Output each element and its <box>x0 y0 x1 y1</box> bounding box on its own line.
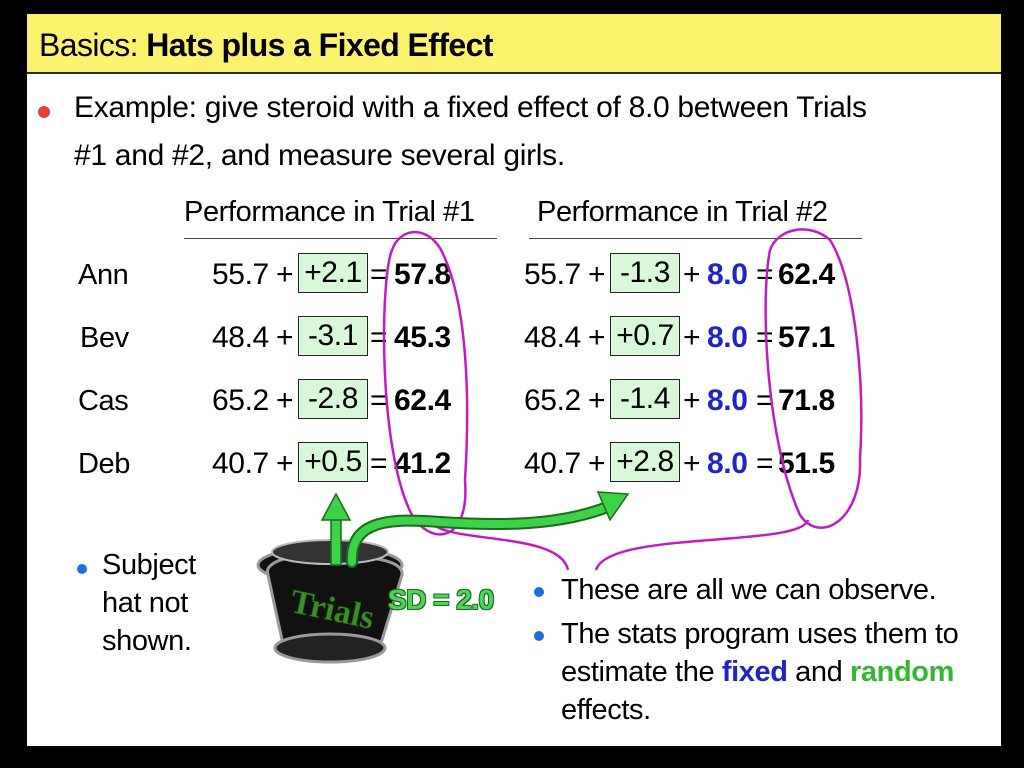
trial-2-result: 57.1 <box>778 321 835 354</box>
trial-1-random-effect: +2.1 <box>298 253 368 293</box>
title-bold: Hats plus a Fixed Effect <box>146 27 493 63</box>
plus-sign: + <box>276 447 294 480</box>
equals-sign: = <box>756 321 774 354</box>
plus-sign: + <box>276 321 294 354</box>
slide-background <box>27 14 1001 746</box>
plus-sign: + <box>588 321 606 354</box>
trial-2-result: 71.8 <box>778 384 835 417</box>
right-note-2-line-1: The stats program uses them to <box>561 618 959 650</box>
trial-2-base-value: 55.7 <box>524 258 581 291</box>
row-name: Ann <box>78 259 129 291</box>
plus-sign: + <box>683 447 701 480</box>
trial-2-base-value: 48.4 <box>524 321 581 354</box>
up-arrow-icon <box>320 492 352 566</box>
trial-1-base-value: 55.7 <box>212 258 269 291</box>
plus-sign: + <box>588 384 606 417</box>
plus-sign: + <box>588 258 606 291</box>
blue-bullet-dot-icon <box>77 564 87 574</box>
trial-2-random-effect: -1.3 <box>610 253 680 293</box>
plus-sign: + <box>276 258 294 291</box>
plus-sign: + <box>276 384 294 417</box>
curved-arrow-icon <box>345 491 630 568</box>
plus-sign: + <box>683 258 701 291</box>
trial-1-random-effect: -3.1 <box>298 316 368 356</box>
left-note-line-2: hat not <box>102 587 188 619</box>
right-note-2-line-2: estimate the fixed and random <box>561 653 954 691</box>
trial-2-underline <box>529 238 862 239</box>
fixed-effect-value: 8.0 <box>707 447 748 480</box>
right-note-1: These are all we can observe. <box>561 574 937 606</box>
blue-bullet-dot-icon <box>534 631 544 641</box>
note-random-word: random <box>850 656 954 688</box>
row-name: Bev <box>80 322 129 354</box>
trial-1-base-value: 65.2 <box>212 384 269 417</box>
plus-sign: + <box>683 384 701 417</box>
trial-1-underline <box>184 238 497 239</box>
intro-line-1: Example: give steroid with a fixed effec… <box>74 91 867 124</box>
equals-sign: = <box>756 258 774 291</box>
trial-2-result: 62.4 <box>778 258 835 291</box>
left-note-line-3: shown. <box>102 625 192 657</box>
fixed-effect-value: 8.0 <box>707 321 748 354</box>
row-name: Deb <box>78 448 130 480</box>
plus-sign: + <box>683 321 701 354</box>
equals-sign: = <box>756 447 774 480</box>
slide-title: Basics: Hats plus a Fixed Effect <box>39 27 493 63</box>
trial-1-result: 57.8 <box>394 258 451 291</box>
trial-1-random-effect: -2.8 <box>298 379 368 419</box>
trial-2-results-ellipse <box>764 228 863 529</box>
trial-1-result: 62.4 <box>394 384 451 417</box>
trial-1-random-effect: +0.5 <box>298 442 368 482</box>
equals-sign: = <box>370 384 388 417</box>
trial-1-result: 45.3 <box>394 321 451 354</box>
note-estimate-text: estimate the <box>561 656 722 688</box>
right-note-2-line-3: effects. <box>561 694 651 726</box>
title-prefix: Basics: <box>39 27 147 63</box>
row-name: Cas <box>78 385 129 417</box>
sd-label: SD = 2.0 <box>388 584 494 615</box>
fixed-effect-value: 8.0 <box>707 258 748 291</box>
brace-right <box>594 519 810 571</box>
title-bar: Basics: Hats plus a Fixed Effect <box>27 14 1001 74</box>
red-bullet-dot-icon <box>38 106 50 118</box>
trial-1-results-ellipse <box>382 230 469 536</box>
trial-2-base-value: 40.7 <box>524 447 581 480</box>
blue-bullet-dot-icon <box>534 587 544 597</box>
plus-sign: + <box>588 447 606 480</box>
trial-2-result: 51.5 <box>778 447 835 480</box>
fixed-effect-value: 8.0 <box>707 384 748 417</box>
equals-sign: = <box>370 447 388 480</box>
trial-2-random-effect: +2.8 <box>610 442 680 482</box>
trial-1-result: 41.2 <box>394 447 451 480</box>
equals-sign: = <box>370 258 388 291</box>
trial-2-random-effect: +0.7 <box>610 316 680 356</box>
note-and-text: and <box>787 656 851 688</box>
intro-line-2: #1 and #2, and measure several girls. <box>74 139 565 172</box>
equals-sign: = <box>756 384 774 417</box>
column-header-trial-2: Performance in Trial #2 <box>537 196 828 228</box>
top-hat-icon <box>256 539 404 664</box>
trial-2-random-effect: -1.4 <box>610 379 680 419</box>
trial-2-base-value: 65.2 <box>524 384 581 417</box>
column-header-trial-1: Performance in Trial #1 <box>184 196 475 228</box>
trial-1-base-value: 48.4 <box>212 321 269 354</box>
left-note-line-1: Subject <box>102 549 196 581</box>
trial-1-base-value: 40.7 <box>212 447 269 480</box>
note-fixed-word: fixed <box>721 656 788 688</box>
